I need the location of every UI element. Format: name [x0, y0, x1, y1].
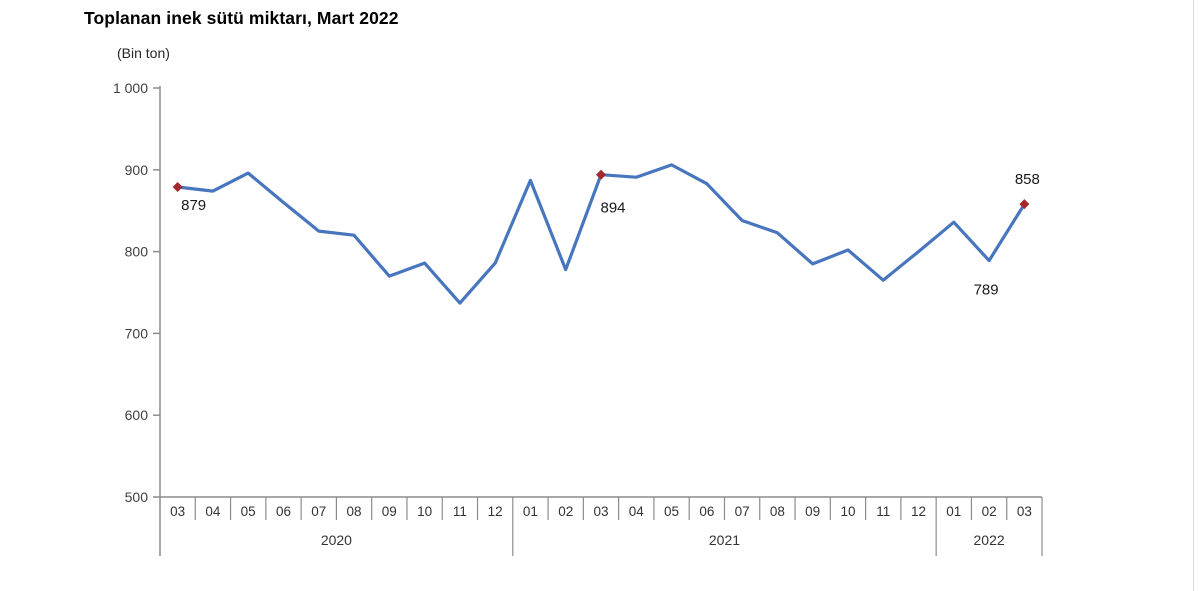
y-tick-label: 700: [125, 325, 149, 341]
marker-diamond: [596, 169, 606, 180]
unit-label: (Bin ton): [117, 45, 170, 61]
month-label: 08: [770, 504, 785, 519]
y-tick-label: 600: [125, 407, 149, 423]
page-edge-divider: [1193, 0, 1194, 591]
y-tick-label: 900: [125, 162, 149, 178]
month-label: 05: [664, 504, 679, 519]
value-label: 789: [974, 282, 999, 299]
x-axis-ticks: [194, 497, 1043, 556]
value-label: 894: [600, 200, 625, 217]
month-label: 01: [946, 504, 961, 519]
month-label: 03: [170, 504, 185, 519]
month-label: 05: [241, 504, 256, 519]
month-label: 11: [453, 504, 467, 519]
chart-title: Toplanan inek sütü miktarı, Mart 2022: [84, 8, 399, 28]
month-label: 03: [1017, 504, 1032, 519]
value-label: 879: [181, 197, 206, 214]
month-label: 12: [911, 504, 926, 519]
annotations: 879 894 789 858: [172, 169, 1040, 299]
month-label: 06: [699, 504, 714, 519]
month-labels: 03 04 05 06 07 08 09 10 11 12 01 02 03 04 05 06 07 08 09 10…: [170, 504, 1032, 519]
month-label: 10: [840, 504, 855, 519]
month-label: 11: [876, 504, 890, 519]
month-label: 10: [417, 504, 432, 519]
y-tick-label: 1 000: [113, 80, 148, 96]
marker-diamond: [172, 181, 183, 192]
y-axis-ticks: 500 600 700 800 900 1 000: [113, 80, 160, 505]
marker-diamond: [1019, 199, 1030, 210]
month-label: 09: [805, 504, 820, 519]
month-label: 12: [488, 504, 503, 519]
axes: [159, 86, 1042, 556]
month-label: 07: [311, 504, 326, 519]
month-label: 07: [735, 504, 750, 519]
month-label: 01: [523, 504, 538, 519]
year-labels: 2020 2021 2022: [321, 532, 1005, 548]
month-label: 09: [382, 504, 397, 519]
value-label: 858: [1015, 171, 1040, 188]
y-tick-label: 800: [125, 244, 149, 260]
year-label: 2022: [974, 532, 1005, 548]
y-tick-label: 500: [125, 489, 149, 505]
series: [176, 163, 1027, 305]
month-label: 02: [982, 504, 997, 519]
month-label: 04: [629, 504, 645, 519]
month-label: 06: [276, 504, 291, 519]
series-line-milk: [176, 163, 1027, 305]
month-label: 08: [347, 504, 362, 519]
month-label: 03: [593, 504, 608, 519]
month-label: 02: [558, 504, 573, 519]
year-label: 2020: [321, 532, 352, 548]
year-label: 2021: [709, 532, 740, 548]
month-label: 04: [205, 504, 221, 519]
